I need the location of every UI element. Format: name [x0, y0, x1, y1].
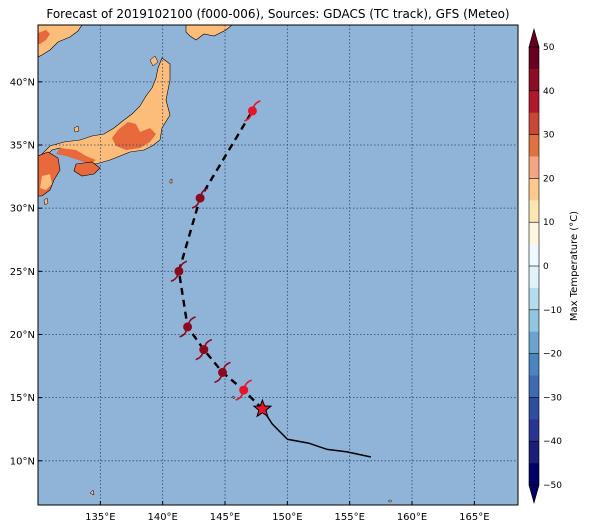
graticule	[38, 25, 518, 505]
colorbar-tick-label: 10	[543, 218, 555, 228]
colorbar-segment	[529, 309, 539, 332]
map-title: Forecast of 2019102100 (f000-006), Sourc…	[46, 7, 510, 21]
lat-tick-label: 15°N	[10, 393, 35, 404]
island-oki	[73, 125, 80, 133]
colorbar-tick-label: −40	[543, 437, 562, 447]
cyclone-symbol-icon	[170, 260, 188, 283]
island-far-south	[89, 489, 95, 496]
colorbar-segment	[529, 90, 539, 113]
lat-tick-label: 30°N	[10, 204, 35, 215]
tc-track	[170, 100, 372, 458]
colorbar-segment	[529, 222, 539, 245]
cyclone-symbol-icon	[214, 361, 231, 384]
past-track-line	[261, 408, 372, 458]
colorbar-tick-label: −20	[543, 350, 562, 360]
island-sado	[149, 55, 159, 67]
longitude-axis: 135°E 140°E 145°E 150°E 155°E 160°E 165°E	[85, 501, 490, 523]
lat-tick-label: 10°N	[10, 456, 35, 467]
map-frame	[37, 24, 519, 506]
colorbar-segment	[529, 178, 539, 201]
colorbar: 50 40 30 20 10 0 −10 −20 −30 −40 −50	[528, 27, 562, 505]
colorbar-segment	[529, 419, 539, 442]
island-marcus	[388, 499, 392, 503]
land-layer	[38, 25, 392, 503]
colorbar-segment	[529, 375, 539, 398]
cyclone-symbol-icon	[195, 338, 213, 361]
lon-tick-label: 165°E	[459, 512, 489, 523]
cyclone-symbol-icon	[179, 316, 196, 338]
lon-tick-label: 150°E	[272, 512, 302, 523]
colorbar-tick-label: 40	[543, 87, 555, 97]
ocean	[38, 25, 518, 505]
colorbar-tick-label: 20	[543, 174, 555, 184]
forecast-track-line	[177, 110, 264, 410]
land-honshu-warm	[112, 122, 156, 150]
colorbar-segment	[529, 112, 539, 135]
cyclone-symbol-icon	[191, 187, 209, 209]
colorbar-segment	[529, 68, 539, 92]
land-hokkaido	[185, 25, 233, 41]
lon-tick-label: 145°E	[210, 512, 240, 523]
colorbar-segment	[529, 353, 539, 376]
colorbar-tick-label: −10	[543, 306, 562, 316]
land-kyushu-cool	[40, 174, 52, 190]
colorbar-segment	[529, 200, 539, 223]
colorbar-tick-label: −30	[543, 393, 562, 403]
latitude-axis: 10°N 15°N 20°N 25°N 30°N 35°N 40°N	[10, 77, 42, 467]
colorbar-segment	[529, 441, 539, 464]
colorbar-segment	[529, 266, 539, 289]
lat-tick-label: 35°N	[10, 141, 35, 152]
lat-tick-label: 20°N	[10, 330, 35, 341]
colorbar-segment	[529, 287, 539, 311]
colorbar-extend-top	[528, 27, 540, 48]
land-honshu-warm-2	[56, 148, 96, 164]
colorbar-segment	[529, 397, 539, 420]
colorbar-segment	[529, 134, 539, 157]
colorbar-segment	[529, 244, 539, 267]
lon-tick-label: 135°E	[85, 512, 115, 523]
lon-tick-label: 140°E	[147, 512, 177, 523]
lat-tick-label: 40°N	[10, 77, 35, 88]
colorbar-tick-label: 30	[543, 131, 555, 141]
lon-tick-label: 155°E	[334, 512, 364, 523]
colorbar-segment	[529, 331, 539, 354]
colorbar-extend-bottom	[528, 484, 540, 505]
lat-tick-label: 25°N	[10, 267, 35, 278]
colorbar-segment	[529, 463, 539, 486]
land-shikoku	[73, 161, 101, 177]
colorbar-tick-label: 50	[543, 43, 555, 53]
map-panel: 135°E 140°E 145°E 150°E 155°E 160°E 165°E 10°N…	[10, 24, 519, 523]
island-southern	[43, 197, 49, 206]
current-position-star-icon	[252, 398, 273, 418]
colorbar-label: Max Temperature (°C)	[569, 211, 580, 321]
cyclone-symbol-icon	[235, 379, 252, 401]
land-korea-warm	[38, 30, 50, 44]
colorbar-segment	[529, 156, 539, 179]
island-izu	[169, 178, 173, 184]
colorbar-tick-label: 0	[543, 262, 549, 272]
lon-tick-label: 160°E	[397, 512, 427, 523]
colorbar-segment	[529, 47, 539, 70]
colorbar-tick-label: −50	[543, 481, 562, 491]
cyclone-symbol-icon	[244, 100, 261, 122]
